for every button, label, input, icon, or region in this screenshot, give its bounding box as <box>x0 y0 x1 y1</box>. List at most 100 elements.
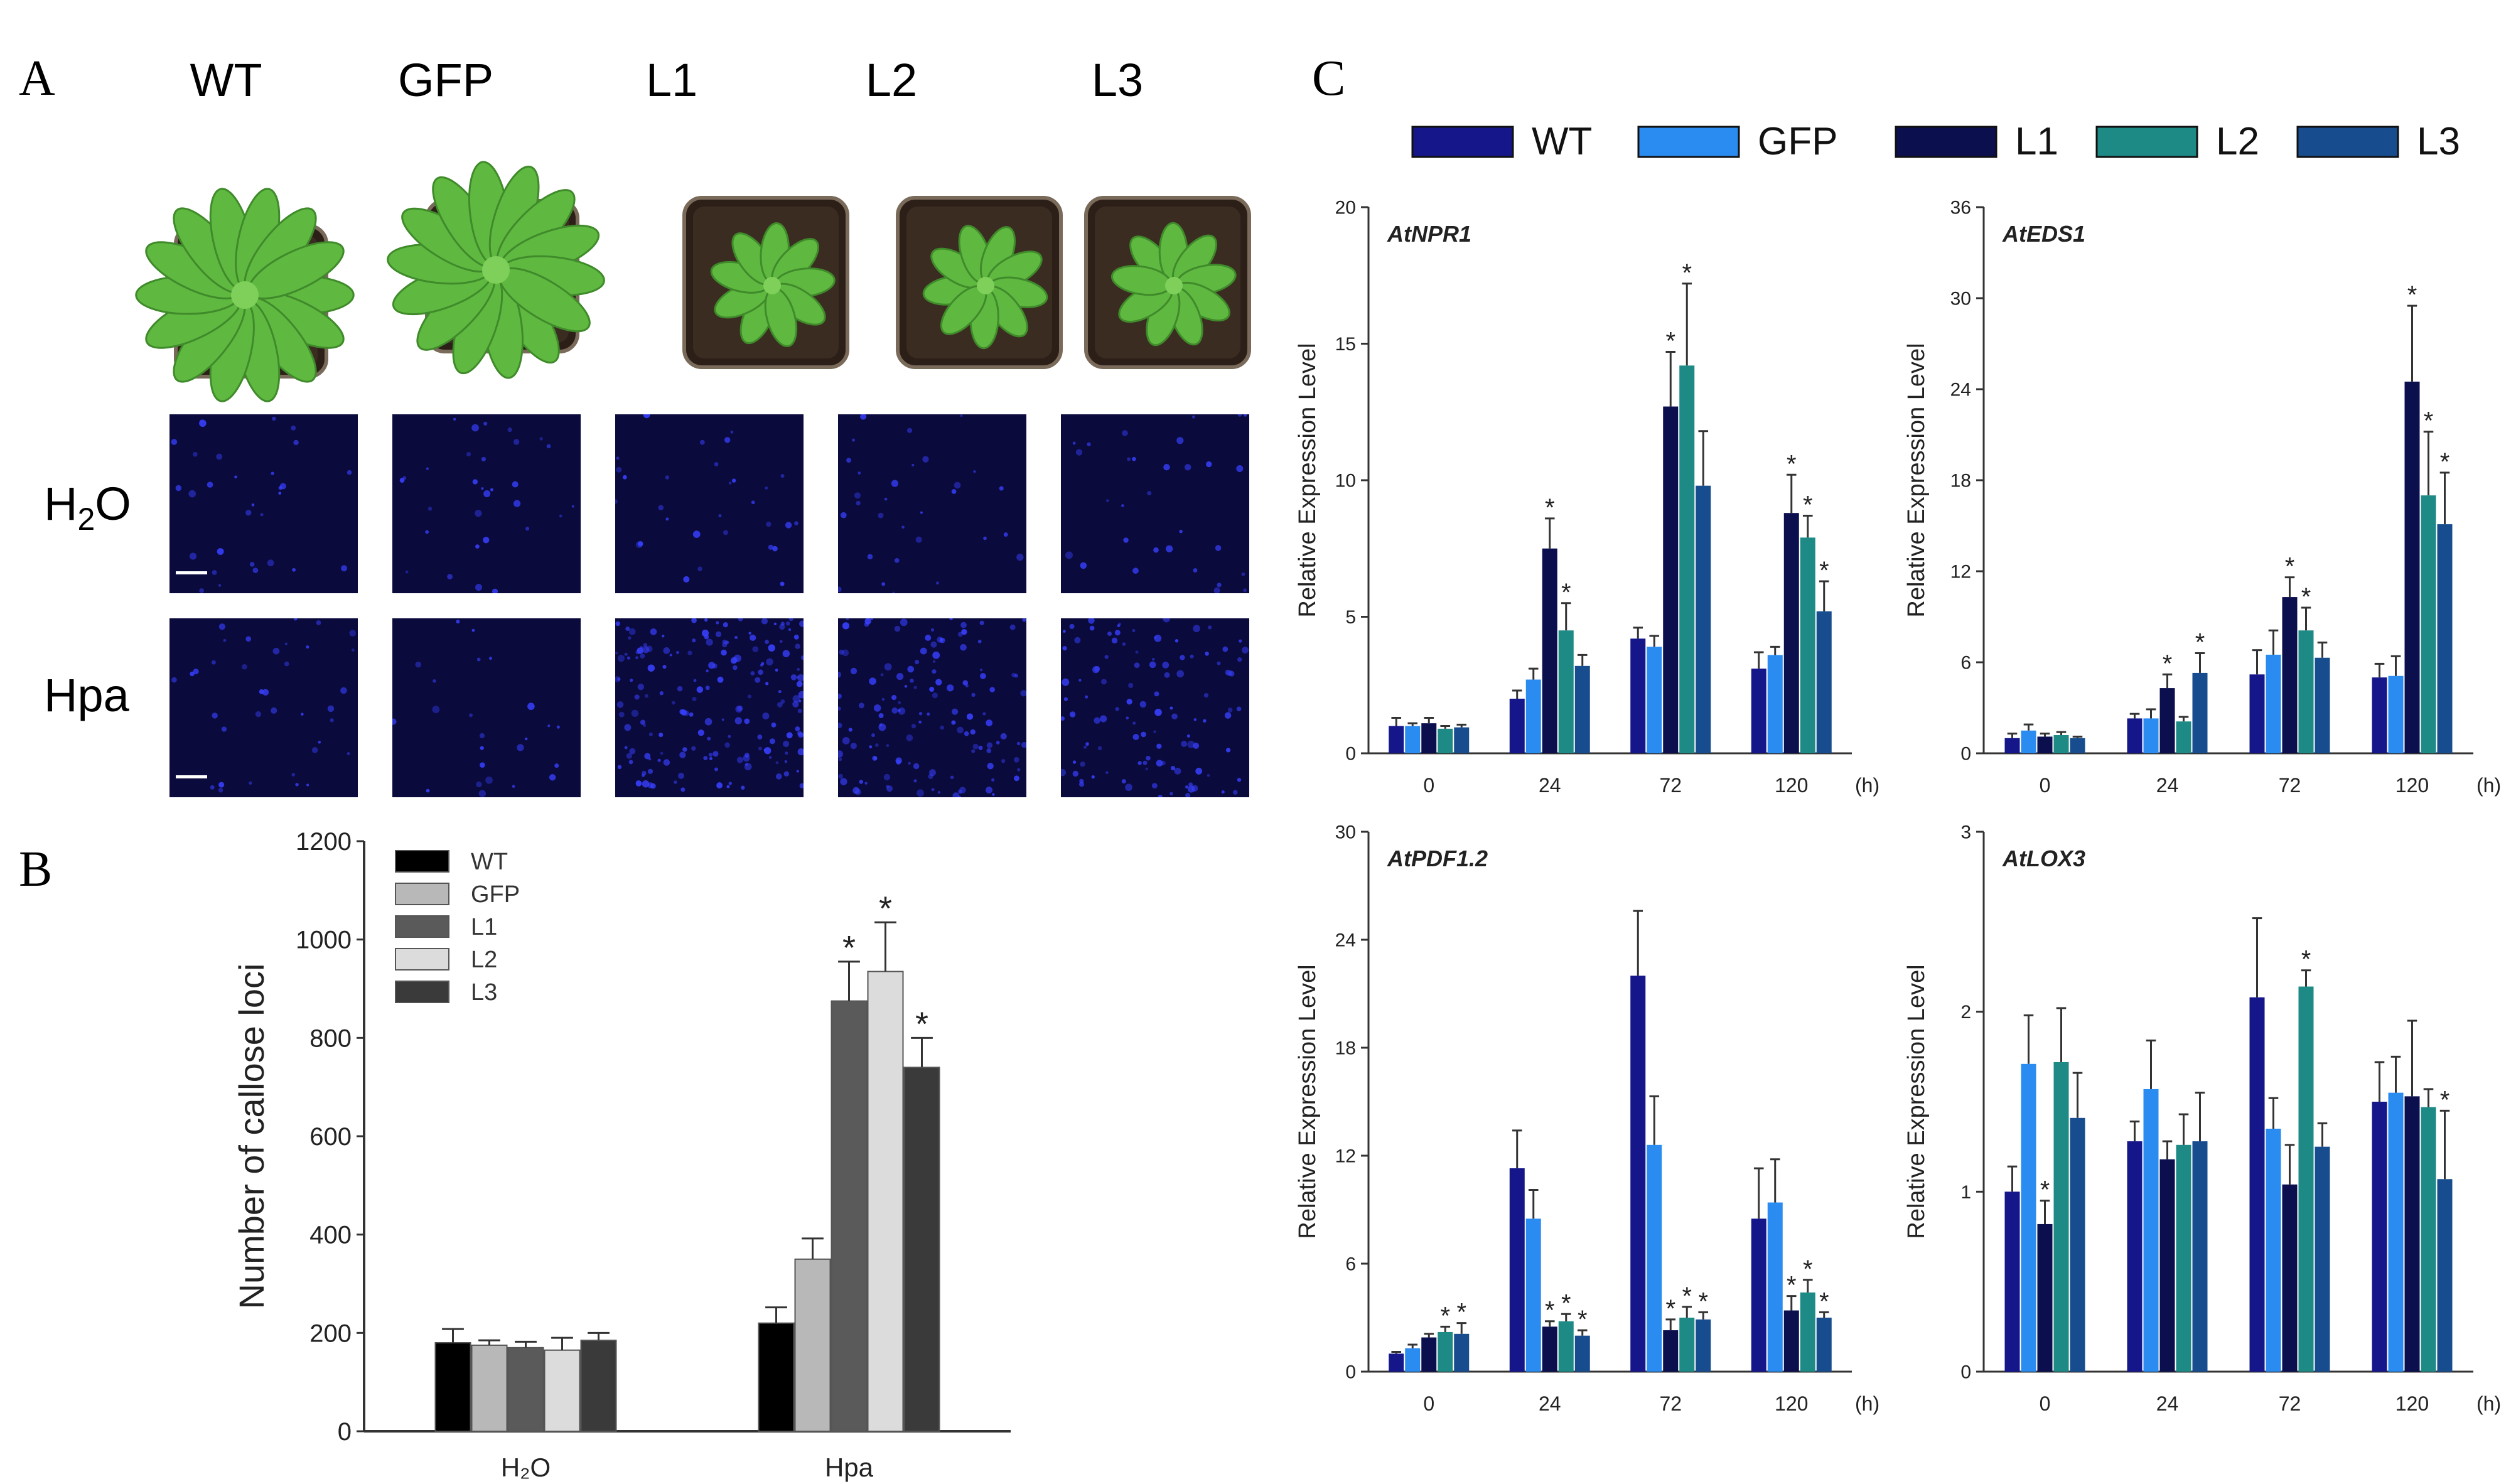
callose-spot <box>472 479 478 485</box>
genotype-label-l3: L3 <box>1091 54 1144 106</box>
callose-spot <box>850 667 858 675</box>
x-tick-label: 72 <box>1659 1392 1682 1415</box>
bar-gfp <box>2021 730 2036 753</box>
callose-spot <box>628 760 633 765</box>
legend-swatch-wt <box>395 850 449 873</box>
callose-spot <box>1239 639 1242 643</box>
callose-spot <box>234 475 237 479</box>
callose-spot <box>1242 647 1249 654</box>
callose-spot <box>886 785 893 792</box>
callose-spot <box>267 559 274 567</box>
callose-spot <box>507 427 512 433</box>
callose-spot <box>722 639 727 644</box>
callose-spot <box>663 647 670 654</box>
callose-spot <box>1143 760 1148 765</box>
significance-star: * <box>2440 448 2450 476</box>
callose-spot <box>838 706 841 711</box>
callose-spot <box>1185 793 1191 797</box>
significance-star: * <box>1803 492 1813 519</box>
rosette-center <box>231 281 259 309</box>
bar-wt <box>434 1342 471 1432</box>
callose-spot <box>189 552 197 560</box>
callose-spot <box>734 636 738 640</box>
callose-spot <box>880 673 884 677</box>
callose-spot <box>703 756 708 760</box>
callose-spot <box>1176 670 1185 678</box>
y-tick-label: 18 <box>1950 471 1971 492</box>
callose-spot <box>1175 639 1179 643</box>
bar-gfp <box>2021 1063 2036 1372</box>
callose-spot <box>907 665 915 673</box>
callose-spot <box>1072 441 1076 445</box>
callose-spot <box>734 717 742 724</box>
significance-star: * <box>2195 629 2205 657</box>
legend-label-l2: L2 <box>471 947 497 973</box>
bar-l3 <box>2437 1179 2453 1372</box>
legend-label-l3: L3 <box>471 979 497 1006</box>
plant-photo-l1 <box>682 196 849 369</box>
bar-l1 <box>2037 1223 2053 1372</box>
callose-spot <box>788 628 792 632</box>
callose-spot <box>884 497 888 501</box>
callose-spot <box>1215 545 1222 551</box>
legend-label-l1: L1 <box>471 914 497 940</box>
significance-star: * <box>1698 1288 1708 1315</box>
callose-spot <box>1141 731 1146 738</box>
callose-spot <box>848 728 852 732</box>
callose-spot <box>643 643 648 647</box>
callose-spot <box>306 783 309 787</box>
genotype-label-gfp: GFP <box>397 54 494 106</box>
callose-spot <box>642 780 650 788</box>
callose-spot <box>960 644 967 651</box>
callose-spot <box>724 742 730 748</box>
rosette-center <box>482 256 510 284</box>
y-tick-label: 0 <box>1345 1362 1356 1383</box>
callose-spot <box>1170 766 1176 771</box>
callose-spot <box>1080 761 1085 767</box>
callose-spot <box>647 664 655 672</box>
callose-spot <box>709 757 712 761</box>
callose-spot <box>797 731 802 736</box>
callose-spot <box>1147 491 1152 496</box>
callose-spot <box>671 701 675 705</box>
callose-spot <box>869 745 873 749</box>
callose-spot <box>1106 499 1109 502</box>
callose-spot <box>676 651 679 654</box>
callose-spot <box>629 748 636 755</box>
callose-spot <box>1244 414 1247 417</box>
callose-spot <box>930 628 935 632</box>
callose-spot <box>571 505 574 508</box>
bar-gfp <box>2388 675 2404 753</box>
bar-gfp <box>2266 1129 2281 1372</box>
callose-spot <box>792 701 799 707</box>
callose-spot <box>979 620 984 625</box>
bar-gfp <box>1405 726 1421 753</box>
callose-spot <box>697 729 704 736</box>
callose-spot <box>1094 665 1100 672</box>
legend-label-l1: L1 <box>2015 120 2058 163</box>
bar-l1 <box>2159 688 2175 753</box>
bar-l3 <box>2315 1146 2330 1372</box>
plant-photo-wt <box>135 188 355 402</box>
callose-spot <box>708 753 713 757</box>
callose-spot <box>1069 623 1075 630</box>
callose-spot <box>1075 449 1083 456</box>
callose-spot <box>954 481 961 489</box>
bar-l3 <box>1816 611 1832 753</box>
callose-spot <box>692 530 701 538</box>
callose-spot <box>728 734 731 738</box>
callose-spot <box>691 618 697 623</box>
callose-spot <box>628 636 632 640</box>
callose-spot <box>856 500 861 506</box>
callose-spot <box>929 687 935 692</box>
callose-spot <box>1013 756 1019 763</box>
callose-spot <box>706 638 713 646</box>
x-tick-label: 72 <box>2279 1392 2301 1415</box>
callose-spot <box>724 437 731 443</box>
callose-spot <box>1125 783 1132 792</box>
callose-spot <box>937 791 941 794</box>
callose-spot <box>677 686 683 692</box>
callose-spot <box>704 718 712 726</box>
callose-spot <box>986 742 993 748</box>
callose-spot <box>891 480 899 487</box>
